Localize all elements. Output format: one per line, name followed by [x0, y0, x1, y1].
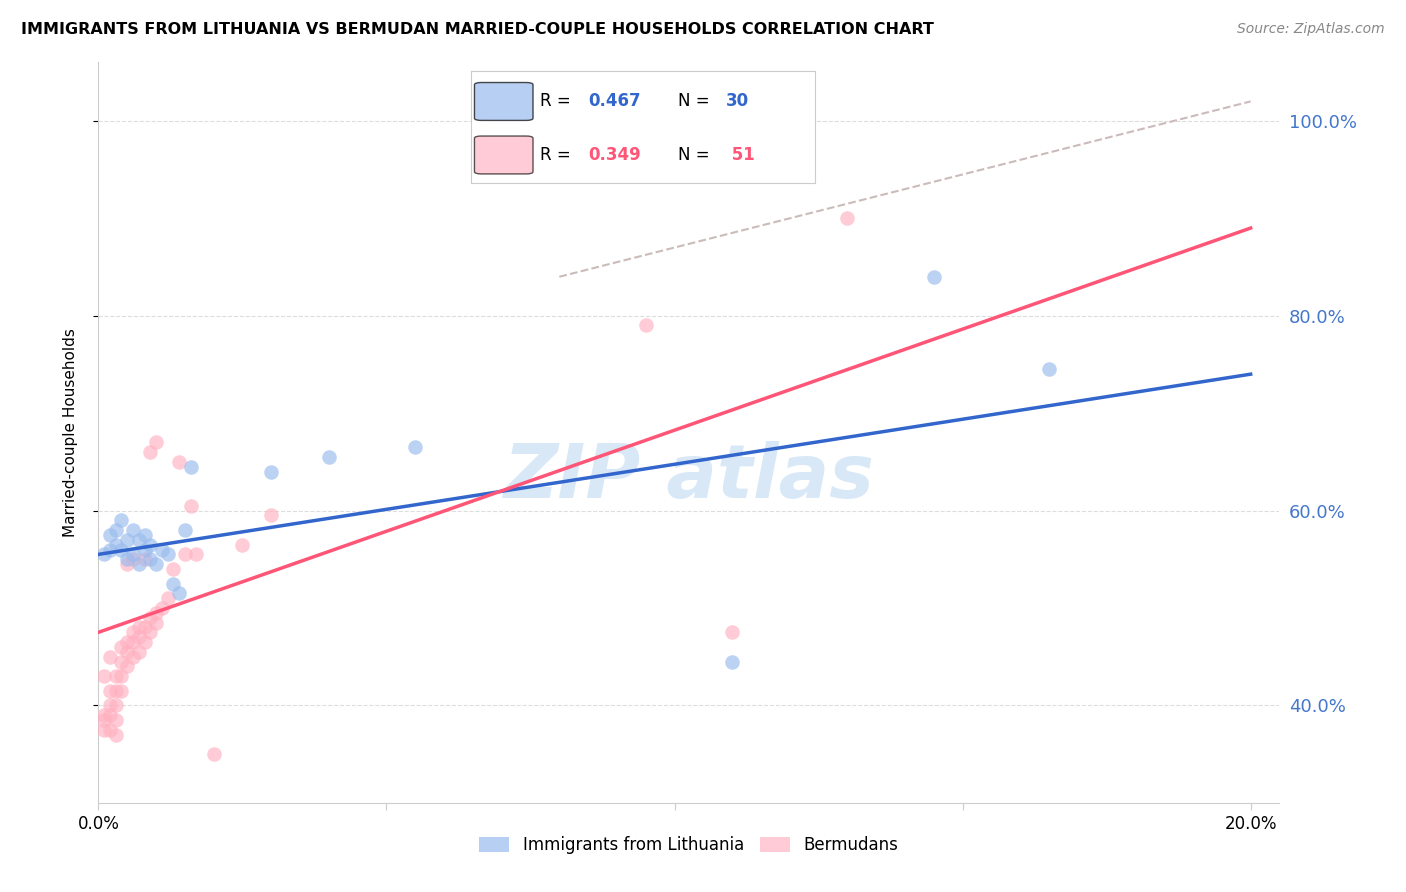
Point	[98, 542, 121, 557]
Y-axis label: Married-couple Households: Married-couple Households	[63, 328, 77, 537]
Point	[115, 533, 138, 547]
Point	[180, 499, 202, 513]
Point	[134, 552, 156, 566]
Point	[110, 542, 132, 557]
Point	[110, 640, 132, 654]
Text: 0.349: 0.349	[588, 146, 641, 164]
Point	[231, 538, 253, 552]
Point	[134, 542, 156, 557]
Point	[128, 533, 150, 547]
Point	[115, 635, 138, 649]
Point	[134, 528, 156, 542]
Point	[110, 683, 132, 698]
Text: N =: N =	[678, 146, 714, 164]
Point	[145, 615, 167, 630]
Point	[837, 211, 859, 226]
Point	[139, 538, 162, 552]
Point	[110, 655, 132, 669]
Point	[98, 683, 121, 698]
Point	[134, 620, 156, 634]
Point	[145, 606, 167, 620]
Point	[98, 723, 121, 737]
Text: R =: R =	[540, 93, 576, 111]
Point	[110, 669, 132, 683]
Point	[122, 625, 145, 640]
Legend: Immigrants from Lithuania, Bermudans: Immigrants from Lithuania, Bermudans	[472, 830, 905, 861]
Point	[145, 435, 167, 450]
Point	[167, 586, 190, 600]
Point	[404, 440, 426, 454]
Point	[98, 698, 121, 713]
Point	[93, 548, 115, 562]
Point	[98, 528, 121, 542]
Point	[122, 649, 145, 664]
Point	[122, 548, 145, 562]
Text: 0.467: 0.467	[588, 93, 641, 111]
Point	[173, 548, 195, 562]
Point	[104, 683, 127, 698]
Point	[115, 645, 138, 659]
Point	[93, 713, 115, 727]
Point	[634, 318, 657, 333]
Point	[128, 645, 150, 659]
Point	[139, 625, 162, 640]
Point	[93, 708, 115, 723]
Point	[104, 669, 127, 683]
Point	[167, 455, 190, 469]
Point	[145, 557, 167, 571]
Point	[180, 459, 202, 474]
Point	[139, 445, 162, 459]
Point	[128, 630, 150, 644]
Point	[128, 620, 150, 634]
Point	[104, 538, 127, 552]
Point	[139, 610, 162, 624]
Point	[721, 655, 744, 669]
Point	[104, 698, 127, 713]
Point	[115, 557, 138, 571]
Point	[98, 708, 121, 723]
FancyBboxPatch shape	[474, 136, 533, 174]
Text: R =: R =	[540, 146, 576, 164]
Point	[93, 669, 115, 683]
Text: 51: 51	[725, 146, 755, 164]
Point	[110, 513, 132, 527]
Point	[115, 552, 138, 566]
Point	[162, 562, 184, 576]
Text: IMMIGRANTS FROM LITHUANIA VS BERMUDAN MARRIED-COUPLE HOUSEHOLDS CORRELATION CHAR: IMMIGRANTS FROM LITHUANIA VS BERMUDAN MA…	[21, 22, 934, 37]
Point	[122, 523, 145, 537]
Point	[156, 548, 179, 562]
Point	[104, 728, 127, 742]
Point	[162, 576, 184, 591]
Point	[260, 508, 283, 523]
Point	[128, 557, 150, 571]
Point	[134, 635, 156, 649]
Point	[122, 552, 145, 566]
Point	[186, 548, 208, 562]
Text: N =: N =	[678, 93, 714, 111]
Point	[98, 649, 121, 664]
Point	[104, 523, 127, 537]
Point	[173, 523, 195, 537]
Point	[122, 635, 145, 649]
Point	[721, 625, 744, 640]
Point	[318, 450, 340, 464]
Point	[202, 747, 225, 761]
FancyBboxPatch shape	[474, 83, 533, 120]
Point	[93, 723, 115, 737]
Point	[115, 659, 138, 673]
Text: ZIP atlas: ZIP atlas	[503, 441, 875, 514]
Text: 30: 30	[725, 93, 749, 111]
Point	[139, 552, 162, 566]
Point	[1038, 362, 1060, 376]
Text: Source: ZipAtlas.com: Source: ZipAtlas.com	[1237, 22, 1385, 37]
Point	[922, 269, 945, 284]
Point	[156, 591, 179, 606]
Point	[260, 465, 283, 479]
Point	[104, 713, 127, 727]
Point	[150, 601, 173, 615]
Point	[150, 542, 173, 557]
